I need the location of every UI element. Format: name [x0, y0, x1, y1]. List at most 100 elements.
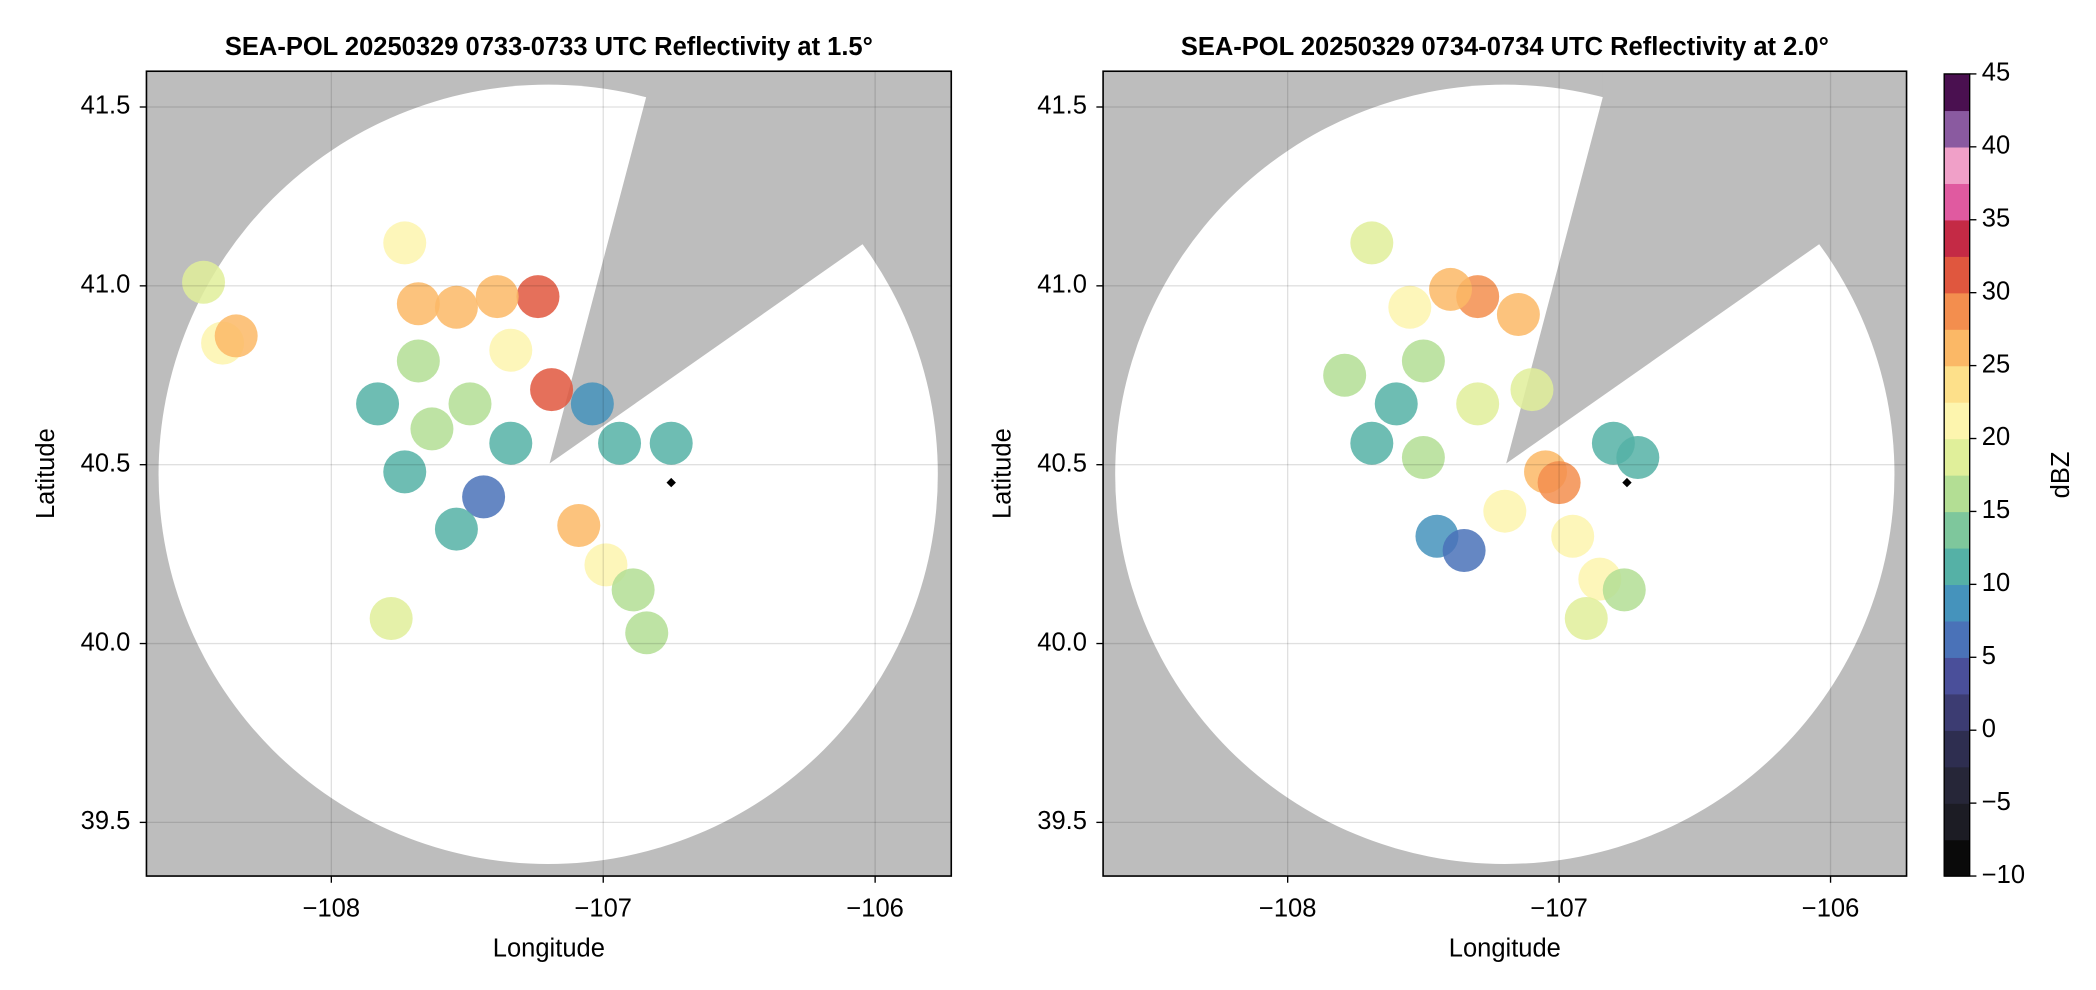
colorbar-tick-label: 25 [1982, 350, 2010, 378]
y-axis-label: Latitude [988, 428, 1016, 519]
echo-cell [625, 611, 669, 655]
echo-cell [1551, 514, 1595, 558]
colorbar-bin [1944, 657, 1970, 695]
x-tick-label: −108 [303, 894, 360, 922]
echo-cell [611, 568, 655, 612]
colorbar-tick-label: 15 [1982, 496, 2010, 524]
echo-cell [570, 382, 614, 426]
echo-cell [1442, 529, 1486, 573]
echo-cell [1401, 436, 1445, 480]
plot-area [146, 71, 952, 877]
echo-cell [1456, 382, 1500, 426]
colorbar-bin [1944, 292, 1970, 330]
site-marker [666, 477, 676, 488]
echo-cell [1537, 461, 1581, 505]
y-tick-label: 40.5 [81, 449, 131, 477]
plot-area [1103, 71, 1907, 877]
blocked-sector [549, 71, 952, 464]
echo-cell [462, 475, 506, 519]
site-marker [1622, 477, 1632, 488]
colorbar-bin [1944, 402, 1970, 440]
echo-cell [383, 221, 427, 265]
colorbar-tick-label: −10 [1982, 861, 2025, 889]
echo-cell [1350, 221, 1394, 265]
echo-cell [182, 260, 226, 304]
colorbar-bin [1944, 219, 1970, 257]
echo-cell [1564, 597, 1608, 641]
echo-cell [396, 282, 440, 326]
echo-cell [434, 285, 478, 329]
colorbar-bin [1944, 547, 1970, 586]
colorbar-bin [1944, 839, 1970, 877]
echo-cell [1388, 285, 1432, 329]
y-tick-label: 41.5 [1037, 92, 1087, 120]
y-tick-label: 41.0 [81, 271, 131, 299]
echo-cell [383, 450, 427, 494]
chart-title: SEA-POL 20250329 0734-0734 UTC Reflectiv… [1181, 33, 1829, 61]
colorbar-tick-label: −5 [1982, 788, 2011, 816]
x-axis-label: Longitude [1449, 935, 1561, 963]
y-tick-label: 39.5 [1037, 807, 1087, 835]
y-tick-label: 40.0 [81, 628, 131, 656]
chart-title: SEA-POL 20250329 0733-0733 UTC Reflectiv… [225, 33, 873, 61]
x-tick-label: −107 [574, 894, 631, 922]
y-tick-label: 41.5 [81, 92, 131, 120]
echo-cell [410, 407, 454, 451]
echo-cell [1602, 568, 1646, 612]
echo-cell [1350, 421, 1394, 465]
echo-cell [489, 328, 533, 372]
colorbar-bin [1944, 183, 1970, 221]
plot-frame [1102, 70, 1908, 877]
echo-cell [1429, 267, 1473, 311]
echo-cell [1323, 353, 1367, 397]
colorbar-bin [1944, 110, 1970, 148]
echo-cell [356, 382, 400, 426]
x-axis-label: Longitude [493, 935, 605, 963]
colorbar-tick-label: 30 [1982, 277, 2010, 305]
colorbar-tick-label: 40 [1982, 132, 2010, 160]
x-tick-label: −106 [1802, 894, 1859, 922]
echo-cell [214, 314, 258, 358]
echo-cell [475, 275, 519, 319]
colorbar-tick-label: 35 [1982, 204, 2010, 232]
colorbar-bin [1944, 329, 1970, 367]
echo-cell [369, 597, 413, 641]
x-tick-label: −106 [846, 894, 903, 922]
colorbar-bin [1944, 146, 1970, 184]
echo-cell [1510, 368, 1554, 412]
colorbar-bin [1944, 511, 1970, 549]
colorbar-tick-label: 20 [1982, 423, 2010, 451]
echo-cell [557, 504, 601, 547]
echo-cell [1483, 489, 1527, 533]
echo-cell [530, 368, 574, 412]
colorbar-bin [1944, 73, 1970, 112]
echo-cell [1616, 436, 1660, 480]
colorbar-bin [1944, 803, 1970, 841]
colorbar-bin [1944, 584, 1970, 622]
colorbar-bin [1944, 620, 1970, 658]
echo-cell [1374, 382, 1418, 426]
echo-cell [489, 421, 533, 465]
colorbar-bin [1944, 438, 1970, 476]
echo-cell [649, 421, 693, 465]
colorbar-frame [1943, 73, 1971, 877]
blocked-sector [1506, 71, 1907, 464]
y-tick-label: 39.5 [81, 807, 131, 835]
echo-cell [396, 339, 440, 383]
colorbar-label: dBZ [2047, 452, 2075, 499]
y-tick-label: 40.0 [1037, 628, 1087, 656]
y-tick-label: 41.0 [1037, 271, 1087, 299]
echo-cell [1401, 339, 1445, 383]
x-tick-label: −107 [1530, 894, 1587, 922]
y-tick-label: 40.5 [1037, 449, 1087, 477]
echo-cell [434, 507, 478, 551]
colorbar-bin [1944, 693, 1970, 731]
colorbar-bin [1944, 365, 1970, 403]
colorbar-bin [1944, 766, 1970, 804]
colorbar-tick-label: 0 [1982, 715, 1996, 743]
colorbar-bin [1944, 730, 1970, 768]
plot-frame [145, 70, 953, 877]
colorbar-bin [1944, 256, 1970, 294]
echo-cell [448, 382, 492, 426]
